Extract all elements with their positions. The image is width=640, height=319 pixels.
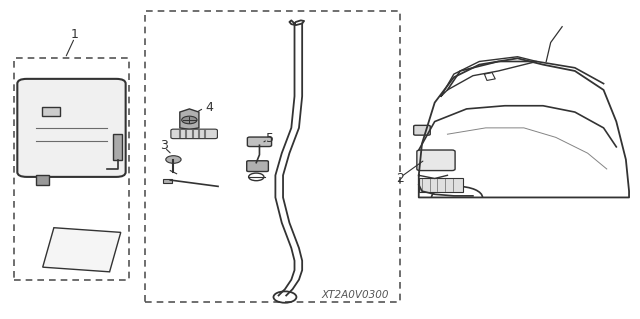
Circle shape (182, 116, 197, 124)
FancyBboxPatch shape (163, 179, 172, 182)
FancyBboxPatch shape (419, 178, 463, 192)
Polygon shape (113, 134, 122, 160)
Text: 5: 5 (266, 132, 274, 145)
FancyBboxPatch shape (417, 150, 455, 171)
Text: 2: 2 (396, 172, 404, 185)
Text: 3: 3 (160, 139, 168, 152)
FancyBboxPatch shape (17, 79, 125, 177)
Polygon shape (36, 175, 49, 185)
Text: 1: 1 (71, 28, 79, 41)
Text: 4: 4 (205, 101, 213, 114)
FancyBboxPatch shape (247, 137, 271, 146)
Polygon shape (180, 109, 199, 130)
FancyBboxPatch shape (171, 129, 218, 139)
Text: XT2A0V0300: XT2A0V0300 (321, 291, 388, 300)
FancyBboxPatch shape (43, 228, 121, 272)
Circle shape (166, 156, 181, 163)
FancyBboxPatch shape (413, 125, 430, 135)
FancyBboxPatch shape (42, 107, 60, 116)
FancyBboxPatch shape (246, 161, 268, 172)
